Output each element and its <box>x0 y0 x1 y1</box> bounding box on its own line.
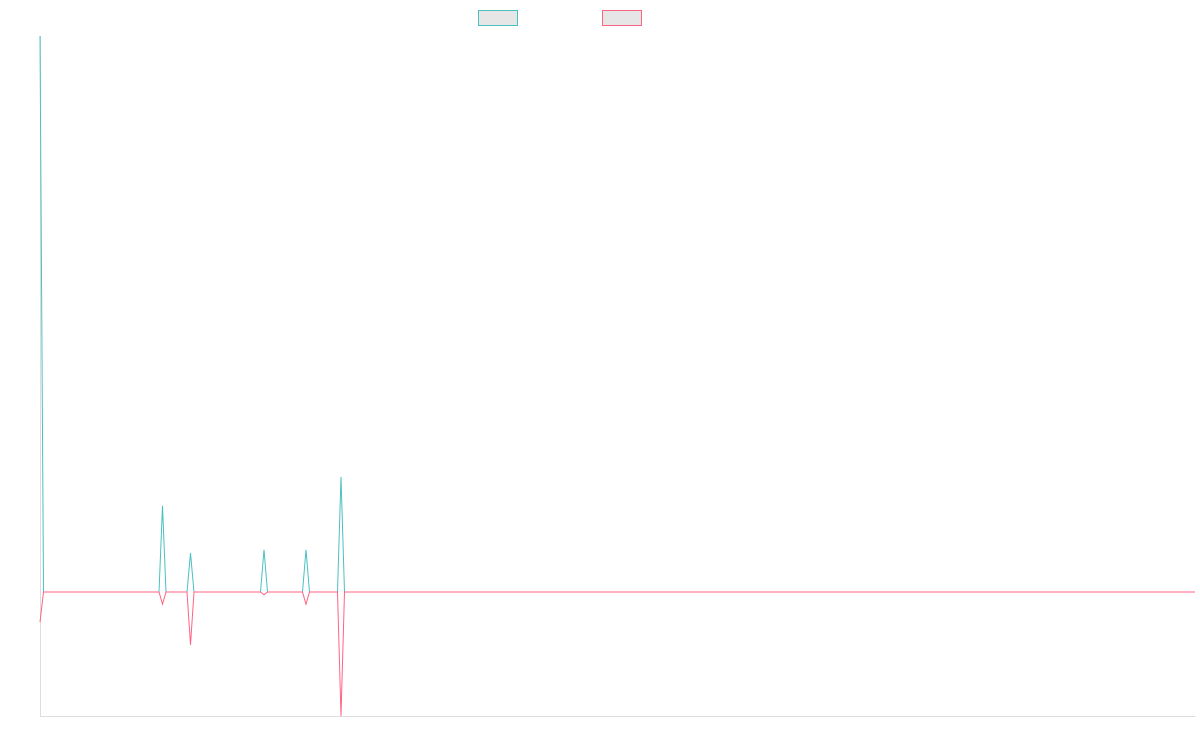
data-line <box>39 35 1195 593</box>
legend-swatch <box>602 10 642 26</box>
data-line <box>39 591 1195 717</box>
legend-swatch <box>478 10 518 26</box>
